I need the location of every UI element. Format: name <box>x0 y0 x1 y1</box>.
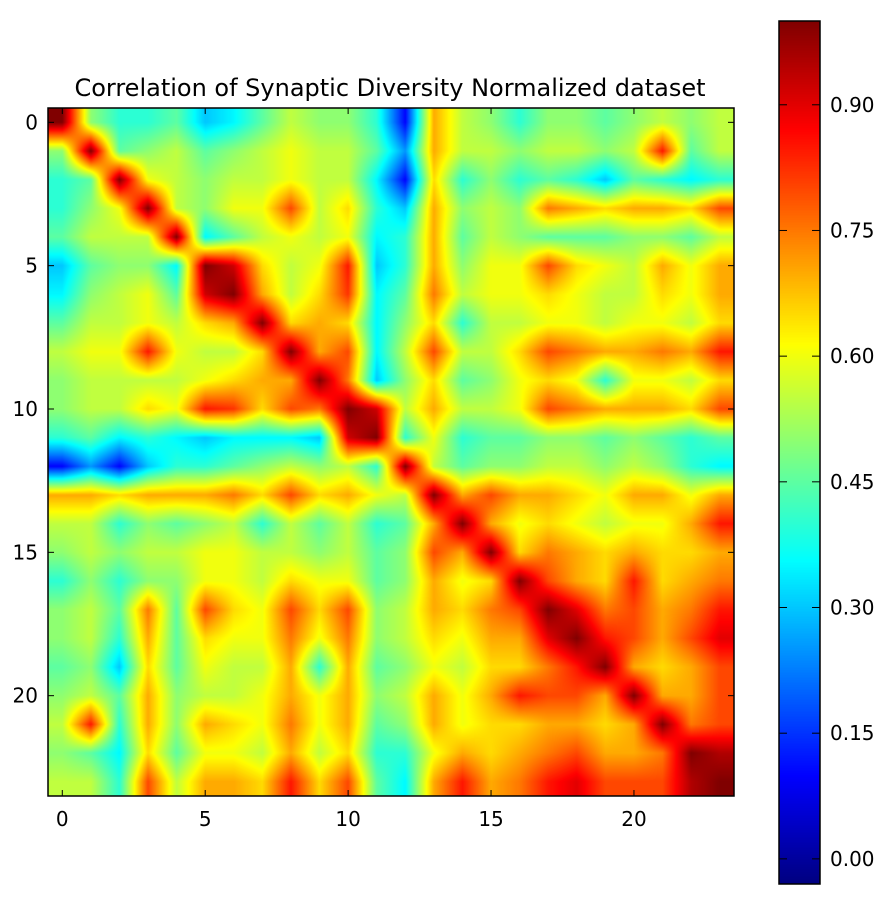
y-tick-label: 15 <box>13 540 38 564</box>
heatmap-frame <box>47 107 735 797</box>
x-axis: 0 5 10 15 20 <box>56 108 647 831</box>
colorbar-tick-label: 0.15 <box>830 721 875 745</box>
y-tick-label: 0 <box>25 110 38 134</box>
colorbar-tick-label: 0.00 <box>830 847 875 871</box>
colorbar-tick-label: 0.75 <box>830 218 875 242</box>
heatmap-plot-area <box>47 107 735 797</box>
x-tick-label: 0 <box>56 807 69 831</box>
y-tick-label: 20 <box>13 684 38 708</box>
x-tick-label: 20 <box>621 807 646 831</box>
heatmap-image <box>48 108 734 796</box>
chart-title: Correlation of Synaptic Diversity Normal… <box>74 74 705 102</box>
colorbar-ticks: 0.00 0.15 0.30 0.45 0.60 0.75 0.90 <box>779 93 875 871</box>
colorbar: 0.00 0.15 0.30 0.45 0.60 0.75 0.90 <box>778 20 875 885</box>
colorbar-frame <box>778 20 821 885</box>
y-tick-label: 5 <box>25 254 38 278</box>
y-axis: 0 5 10 15 20 <box>13 110 734 708</box>
x-tick-label: 10 <box>335 807 360 831</box>
colorbar-tick-label: 0.60 <box>830 344 875 368</box>
x-tick-label: 5 <box>199 807 212 831</box>
colorbar-gradient <box>779 21 820 884</box>
colorbar-tick-label: 0.45 <box>830 470 875 494</box>
colorbar-tick-label: 0.90 <box>830 93 875 117</box>
y-tick-label: 10 <box>13 397 38 421</box>
x-tick-label: 15 <box>478 807 503 831</box>
colorbar-tick-label: 0.30 <box>830 596 875 620</box>
